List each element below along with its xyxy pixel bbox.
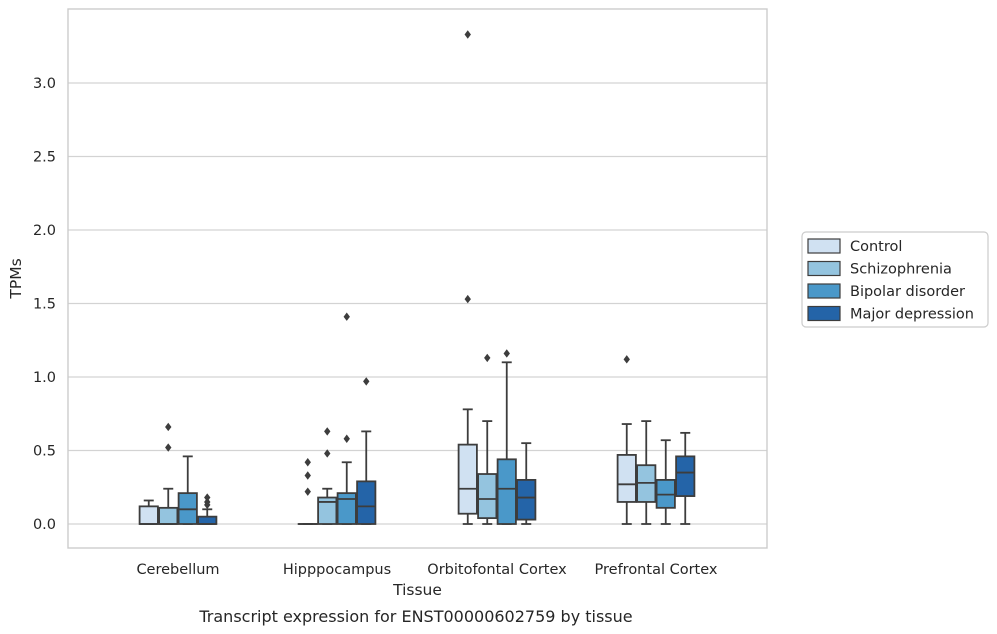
legend-item: Bipolar disorder: [807, 283, 965, 300]
box-major-depression-0: [197, 493, 218, 525]
x-tick-labels: Cerebellum Hipppocampus Orbitofontal Corte…: [136, 562, 717, 578]
outlier-point: [343, 434, 350, 443]
box-control-2: [457, 30, 478, 525]
iqr-box: [516, 478, 537, 521]
box-bipolar-disorder-3: [655, 439, 676, 525]
outlier-point: [165, 443, 172, 452]
box-schizophrenia-2: [477, 353, 498, 525]
legend-item: Control: [807, 238, 902, 255]
x-tick-label: Hipppocampus: [283, 562, 391, 578]
outlier-point: [623, 355, 630, 364]
y-tick-label: 2.5: [33, 150, 56, 166]
legend-label: Schizophrenia: [850, 262, 952, 278]
box-control-3: [616, 355, 637, 525]
legend-item: Major depression: [807, 305, 974, 323]
x-tick-label: Cerebellum: [136, 562, 219, 578]
y-tick-label: 0.0: [33, 517, 56, 533]
legend-swatch: [807, 283, 841, 299]
outlier-point: [304, 471, 311, 480]
x-axis-label: Tissue: [392, 581, 442, 599]
iqr-box: [457, 443, 478, 515]
legend-swatch: [807, 260, 841, 277]
box-major-depression-2: [516, 442, 537, 525]
y-axis-label: TPMs: [7, 258, 25, 299]
box-control-0: [138, 499, 159, 525]
boxes: [138, 30, 696, 525]
legend-label: Major depression: [850, 307, 974, 323]
iqr-box: [356, 480, 377, 525]
box-bipolar-disorder-2: [496, 349, 517, 525]
outlier-point: [304, 458, 311, 467]
plot-frame: [67, 8, 768, 549]
legend-swatch: [807, 305, 841, 322]
box-major-depression-1: [356, 377, 377, 525]
iqr-box: [158, 506, 179, 525]
y-tick-label: 1.5: [33, 297, 56, 313]
outlier-point: [165, 422, 172, 432]
y-tick-label: 2.0: [33, 223, 56, 239]
outlier-point: [343, 312, 350, 321]
legend: Control Schizophrenia Bipolar disorder Majo…: [801, 231, 989, 328]
outlier-point: [204, 493, 211, 502]
box-control-1: [297, 458, 318, 525]
legend-frame: [801, 231, 989, 328]
legend-label: Control: [850, 239, 902, 255]
iqr-box: [496, 458, 517, 525]
iqr-box: [336, 492, 357, 525]
y-tick-label: 3.0: [33, 76, 56, 92]
grid: [68, 82, 767, 525]
outlier-point: [484, 353, 491, 363]
outlier-point: [503, 349, 510, 358]
iqr-box: [317, 496, 338, 525]
legend-label: Bipolar disorder: [850, 284, 965, 300]
y-tick-label: 0.5: [33, 444, 56, 460]
iqr-box: [675, 455, 696, 497]
outlier-point: [304, 487, 311, 496]
outlier-point: [363, 377, 370, 386]
box-schizophrenia-0: [158, 422, 179, 525]
legend-item: Schizophrenia: [807, 260, 952, 278]
outlier-point: [324, 449, 331, 458]
outlier-point: [464, 294, 471, 304]
y-tick-labels: 0.0 0.5 1.0 1.5 2.0 2.5 3.0: [33, 76, 56, 533]
chart-caption: Transcript expression for ENST0000060275…: [198, 607, 632, 626]
outlier-point: [324, 427, 331, 436]
iqr-box: [477, 473, 498, 520]
outlier-point: [204, 497, 211, 507]
y-tick-label: 1.0: [33, 370, 56, 386]
x-tick-label: Orbitofontal Cortex: [427, 562, 567, 578]
box-schizophrenia-1: [317, 427, 338, 525]
outlier-point: [464, 30, 471, 39]
box-bipolar-disorder-0: [177, 455, 198, 525]
box-bipolar-disorder-1: [336, 312, 357, 525]
box-major-depression-3: [675, 431, 696, 525]
legend-swatch: [807, 238, 841, 254]
x-tick-label: Prefrontal Cortex: [595, 562, 718, 578]
iqr-box: [138, 505, 159, 525]
iqr-box: [197, 515, 218, 525]
iqr-box: [616, 454, 637, 503]
box-schizophrenia-3: [636, 420, 657, 525]
